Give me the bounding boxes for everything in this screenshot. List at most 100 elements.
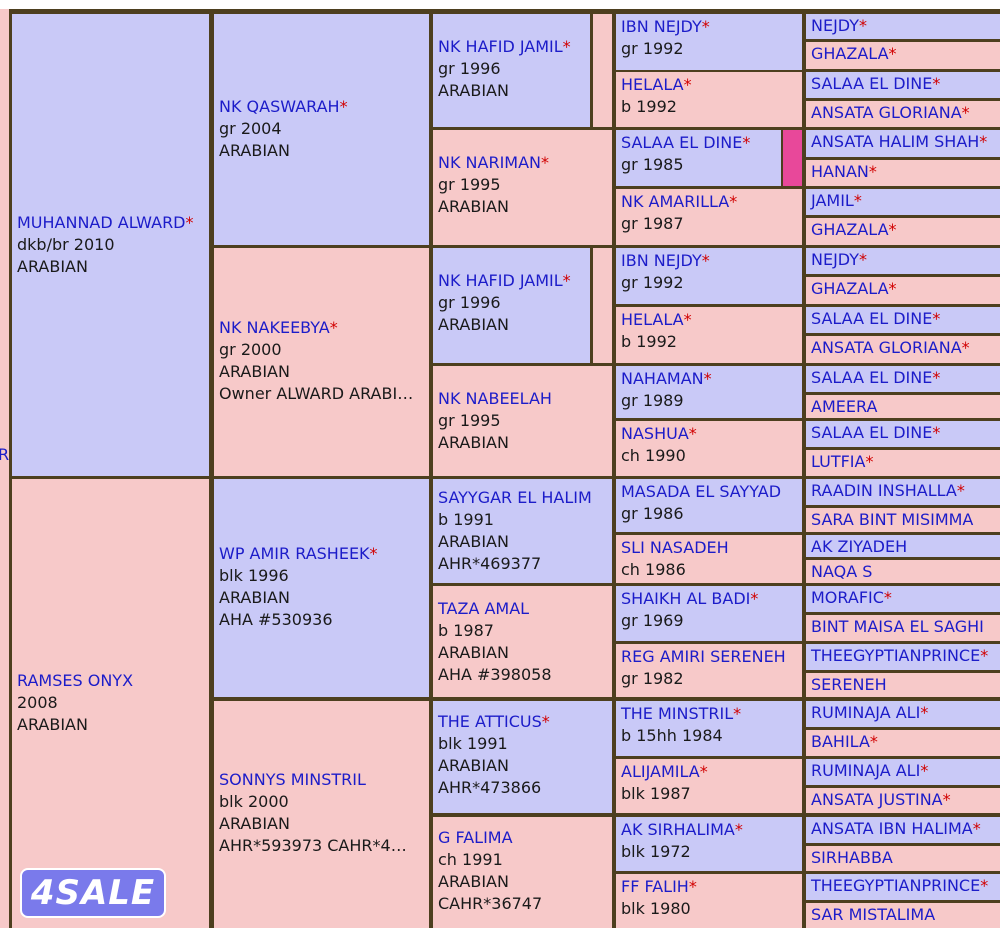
gen5-horse-cell[interactable]: NEJDY* <box>806 14 1000 39</box>
horse-name-link[interactable]: SALAA EL DINE <box>621 133 743 152</box>
gen4-horse-cell[interactable]: FF FALIH* blk 1980 <box>616 874 802 928</box>
horse-name-link[interactable]: HELALA <box>621 310 684 329</box>
gen5-horse-cell[interactable]: HANAN* <box>806 160 1000 186</box>
horse-name-link[interactable]: NAQA S <box>811 562 873 581</box>
horse-name-link[interactable]: NAHAMAN <box>621 369 704 388</box>
gen5-horse-cell[interactable]: NAQA S <box>806 560 1000 583</box>
gen4-horse-cell[interactable]: THE MINSTRIL* b 15hh 1984 <box>616 701 802 756</box>
gen4-horse-cell[interactable]: NASHUA* ch 1990 <box>616 421 802 476</box>
gen4-horse-cell[interactable]: HELALA* b 1992 <box>616 307 802 363</box>
horse-name-link[interactable]: MASADA EL SAYYAD <box>621 482 782 501</box>
gen5-horse-cell[interactable]: GHAZALA* <box>806 218 1000 245</box>
gen5-horse-cell[interactable]: JAMIL* <box>806 189 1000 215</box>
horse-name-link[interactable]: AK ZIYADEH <box>811 537 908 556</box>
gen2-horse-cell[interactable]: SONNYS MINSTRIL blk 2000 ARABIAN AHR*593973… <box>214 701 429 928</box>
gen5-horse-cell[interactable]: SARA BINT MISIMMA <box>806 508 1000 532</box>
horse-name-link[interactable]: RUMINAJA ALI <box>811 761 921 780</box>
horse-name-link[interactable]: FF FALIH <box>621 877 689 896</box>
gen5-horse-cell[interactable]: ANSATA GLORIANA* <box>806 101 1000 127</box>
gen3-horse-cell[interactable]: THE ATTICUS* blk 1991 ARABIAN AHR*473866 <box>433 701 612 813</box>
gen4-horse-cell[interactable]: IBN NEJDY* gr 1992 <box>616 14 802 70</box>
horse-name-link[interactable]: ANSATA IBN HALIMA <box>811 819 973 838</box>
gen4-horse-cell[interactable]: IBN NEJDY* gr 1992 <box>616 248 802 304</box>
gen5-horse-cell[interactable]: RUMINAJA ALI* <box>806 701 1000 727</box>
gen5-horse-cell[interactable]: SALAA EL DINE* <box>806 307 1000 333</box>
horse-name-link[interactable]: SIRHABBA <box>811 848 893 867</box>
gen4-horse-cell[interactable]: HELALA* b 1992 <box>616 72 802 127</box>
horse-name-link[interactable]: THEEGYPTIANPRINCE <box>811 876 981 895</box>
horse-name-link[interactable]: BAHILA <box>811 732 870 751</box>
horse-name-link[interactable]: NEJDY <box>811 250 860 269</box>
horse-name-link[interactable]: WP AMIR RASHEEK <box>219 544 370 563</box>
horse-name-link[interactable]: SERENEH <box>811 675 887 694</box>
horse-name-link[interactable]: THE ATTICUS <box>438 712 542 731</box>
gen4-horse-cell[interactable]: SALAA EL DINE* gr 1985 <box>616 130 781 186</box>
gen4-horse-cell[interactable]: SLI NASADEH ch 1986 <box>616 535 802 583</box>
horse-name-link[interactable]: RAADIN INSHALLA <box>811 481 957 500</box>
gen5-horse-cell[interactable]: SALAA EL DINE* <box>806 421 1000 447</box>
gen4-horse-cell[interactable]: AK SIRHALIMA* blk 1972 <box>616 817 802 871</box>
gen5-horse-cell[interactable]: SAR MISTALIMA <box>806 903 1000 928</box>
horse-name-link[interactable]: THEEGYPTIANPRINCE <box>811 646 981 665</box>
horse-name-link[interactable]: MUHANNAD ALWARD <box>17 213 186 232</box>
horse-name-link[interactable]: NK HAFID JAMIL <box>438 271 563 290</box>
horse-name-link[interactable]: ALIJAMILA <box>621 762 700 781</box>
horse-name-link[interactable]: AMEERA <box>811 397 878 416</box>
gen4-horse-cell[interactable]: REG AMIRI SERENEH gr 1982 <box>616 644 802 697</box>
horse-name-link[interactable]: JAMIL <box>811 191 854 210</box>
horse-name-link[interactable]: NK QASWARAH <box>219 97 340 116</box>
horse-name-link[interactable]: SAR MISTALIMA <box>811 905 936 924</box>
gen5-horse-cell[interactable]: MORAFIC* <box>806 586 1000 612</box>
horse-name-link[interactable]: SONNYS MINSTRIL <box>219 770 366 789</box>
horse-name-link[interactable]: BINT MAISA EL SAGHI <box>811 617 984 636</box>
horse-name-link[interactable]: G FALIMA <box>438 828 513 847</box>
horse-name-link[interactable]: SLI NASADEH <box>621 538 729 557</box>
horse-name-link[interactable]: GHAZALA <box>811 220 889 239</box>
horse-name-link[interactable]: SARA BINT MISIMMA <box>811 510 974 529</box>
horse-name-link[interactable]: SALAA EL DINE <box>811 368 933 387</box>
gen2-horse-cell[interactable]: NK QASWARAH* gr 2004 ARABIAN <box>214 14 429 245</box>
horse-name-link[interactable]: LUTFIA <box>811 452 866 471</box>
gen1-horse-cell[interactable]: MUHANNAD ALWARD* dkb/br 2010 ARABIAN <box>12 14 209 476</box>
horse-name-link[interactable]: REG AMIRI SERENEH <box>621 647 786 666</box>
gen2-horse-cell[interactable]: NK NAKEEBYA* gr 2000 ARABIAN Owner ALWARD A… <box>214 248 429 476</box>
horse-name-link[interactable]: NK NABEELAH <box>438 389 552 408</box>
horse-name-link[interactable]: NASHUA <box>621 424 689 443</box>
horse-name-link[interactable]: MORAFIC <box>811 588 884 607</box>
gen5-horse-cell[interactable]: AK ZIYADEH <box>806 535 1000 557</box>
gen5-horse-cell[interactable]: THEEGYPTIANPRINCE* <box>806 644 1000 670</box>
horse-name-link[interactable]: RUMINAJA ALI <box>811 703 921 722</box>
gen3-horse-cell[interactable]: TAZA AMAL b 1987 ARABIAN AHA #398058 <box>433 586 612 697</box>
horse-name-link[interactable]: ANSATA GLORIANA <box>811 103 962 122</box>
gen4-horse-cell[interactable]: SHAIKH AL BADI* gr 1969 <box>616 586 802 641</box>
gen3-horse-cell[interactable]: G FALIMA ch 1991 ARABIAN CAHR*36747 <box>433 817 612 928</box>
gen3-horse-cell[interactable]: NK HAFID JAMIL* gr 1996 ARABIAN <box>433 248 590 363</box>
for-sale-badge[interactable]: 4SALE <box>20 868 166 918</box>
horse-name-link[interactable]: NK NAKEEBYA <box>219 318 330 337</box>
horse-name-link[interactable]: HELALA <box>621 75 684 94</box>
horse-name-link[interactable]: NEJDY <box>811 16 860 35</box>
gen4-horse-cell[interactable]: NK AMARILLA* gr 1987 <box>616 189 802 245</box>
gen3-horse-cell[interactable]: NK HAFID JAMIL* gr 1996 ARABIAN <box>433 14 590 127</box>
horse-name-link[interactable]: IBN NEJDY <box>621 251 702 270</box>
horse-name-link[interactable]: GHAZALA <box>811 279 889 298</box>
horse-name-link[interactable]: SALAA EL DINE <box>811 423 933 442</box>
gen5-horse-cell[interactable]: THEEGYPTIANPRINCE* <box>806 874 1000 900</box>
gen5-horse-cell[interactable]: GHAZALA* <box>806 277 1000 304</box>
horse-name-link[interactable]: SHAIKH AL BADI <box>621 589 751 608</box>
horse-name-link[interactable]: IBN NEJDY <box>621 17 702 36</box>
gen4-horse-cell[interactable]: ALIJAMILA* blk 1987 <box>616 759 802 813</box>
gen5-horse-cell[interactable]: SALAA EL DINE* <box>806 72 1000 98</box>
horse-name-link[interactable]: SALAA EL DINE <box>811 309 933 328</box>
gen5-horse-cell[interactable]: GHAZALA* <box>806 42 1000 69</box>
horse-name-link[interactable]: HANAN <box>811 162 869 181</box>
horse-name-link[interactable]: THE MINSTRIL <box>621 704 734 723</box>
horse-name-link[interactable]: SALAA EL DINE <box>811 74 933 93</box>
gen5-horse-cell[interactable]: NEJDY* <box>806 248 1000 274</box>
gen5-horse-cell[interactable]: ANSATA HALIM SHAH* <box>806 130 1000 157</box>
gen5-horse-cell[interactable]: ANSATA GLORIANA* <box>806 336 1000 363</box>
gen5-horse-cell[interactable]: AMEERA <box>806 395 1000 418</box>
horse-name-link[interactable]: GHAZALA <box>811 44 889 63</box>
horse-name-link[interactable]: ANSATA JUSTINA <box>811 790 943 809</box>
gen2-horse-cell[interactable]: WP AMIR RASHEEK* blk 1996 ARABIAN AHA #5309… <box>214 479 429 697</box>
